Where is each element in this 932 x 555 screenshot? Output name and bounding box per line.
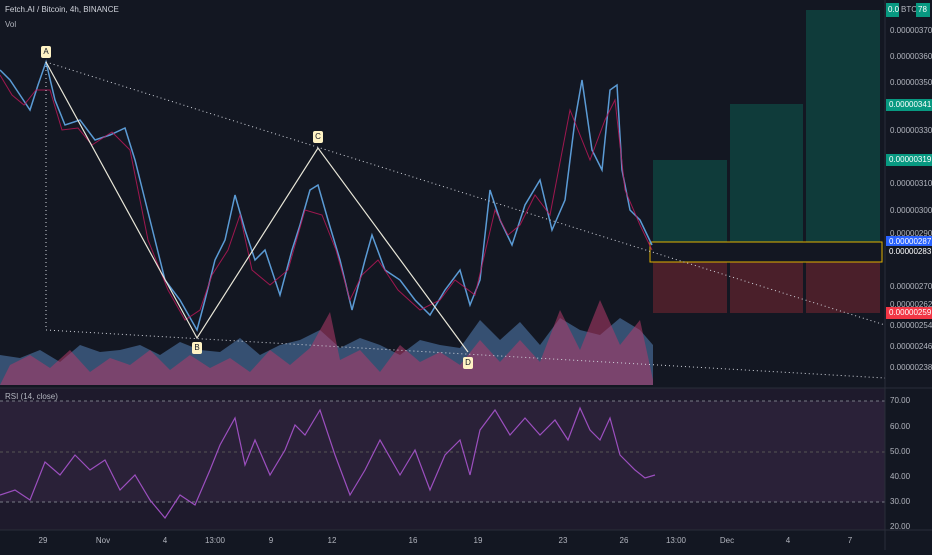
pattern-point xyxy=(313,131,323,143)
rsi-label: 50.00 xyxy=(890,447,911,456)
currency: BTC xyxy=(901,5,917,14)
price-badge xyxy=(886,236,932,248)
price-badge xyxy=(886,154,932,166)
trend-line xyxy=(45,61,886,326)
price-badge-label: 0.00000283 xyxy=(889,247,932,256)
price-label: 0.00000350 xyxy=(890,78,932,87)
time-label: 4 xyxy=(786,536,791,545)
rsi-label: 70.00 xyxy=(890,396,911,405)
time-label: 13:00 xyxy=(205,536,226,545)
stop-zone xyxy=(730,262,803,313)
price-label: 0.00000254 xyxy=(890,321,932,330)
price-label: 0.00000238 xyxy=(890,363,932,372)
time-label: 23 xyxy=(559,536,568,545)
countdown: 78 xyxy=(918,5,927,14)
stop-zone xyxy=(653,262,727,313)
time-label: 13:00 xyxy=(666,536,687,545)
price-label: 0.00000262 xyxy=(890,300,932,309)
pattern-label: D xyxy=(465,358,471,367)
price-badge xyxy=(886,307,932,319)
target-zone xyxy=(730,104,803,242)
time-label: 4 xyxy=(163,536,168,545)
symbol-title: Fetch.AI / Bitcoin, 4h, BINANCE xyxy=(5,5,119,14)
trend-line xyxy=(45,329,886,379)
target-zone xyxy=(806,10,880,242)
abcd-pattern xyxy=(45,61,469,353)
stop-zone xyxy=(806,262,880,313)
entry-zone xyxy=(649,241,883,263)
rsi-label: 20.00 xyxy=(890,522,911,531)
price-label: 0.00000246 xyxy=(890,342,932,351)
pattern-label: B xyxy=(194,343,199,352)
pattern-point xyxy=(41,46,51,58)
pattern-label: A xyxy=(43,47,49,56)
rsi-label: 30.00 xyxy=(890,497,911,506)
rsi-line xyxy=(0,406,656,520)
price-badge-label: 0.00000341 xyxy=(889,100,932,109)
price-label: 0.00000330 xyxy=(890,126,932,135)
pattern-point xyxy=(463,357,473,369)
rsi-label: 40.00 xyxy=(890,472,911,481)
price-badge-label: 0.00000287 xyxy=(889,237,932,246)
price-label: 0.00000290 xyxy=(890,229,932,238)
price-label: 0.00000270 xyxy=(890,282,932,291)
time-label: 16 xyxy=(409,536,418,545)
top-price: 0.0 xyxy=(888,5,900,14)
target-zone xyxy=(653,160,727,242)
rsi-title: RSI (14, close) xyxy=(5,392,58,401)
pattern-label: C xyxy=(315,132,321,141)
price-badge xyxy=(886,99,932,111)
price-label: 0.00000370 xyxy=(890,26,932,35)
rsi-band xyxy=(0,401,885,502)
price-label: 0.00000360 xyxy=(890,52,932,61)
rsi-label: 60.00 xyxy=(890,422,911,431)
price-badge-label: 0.00000259 xyxy=(889,308,932,317)
time-label: 7 xyxy=(848,536,853,545)
volume-area xyxy=(0,300,653,385)
time-label: Dec xyxy=(720,536,734,545)
price-label: 0.00000310 xyxy=(890,179,932,188)
price-badge-label: 0.00000319 xyxy=(889,155,932,164)
time-label: 9 xyxy=(269,536,274,545)
countdown-badge xyxy=(916,3,930,17)
price-badge xyxy=(886,246,932,258)
time-label: 26 xyxy=(620,536,629,545)
time-label: 12 xyxy=(328,536,337,545)
time-label: 29 xyxy=(39,536,48,545)
pattern-point xyxy=(192,342,202,354)
price-label: 0.00000300 xyxy=(890,206,932,215)
time-label: Nov xyxy=(96,536,110,545)
time-label: 19 xyxy=(474,536,483,545)
price-badge xyxy=(886,3,899,17)
volume-label: Vol xyxy=(5,20,16,29)
